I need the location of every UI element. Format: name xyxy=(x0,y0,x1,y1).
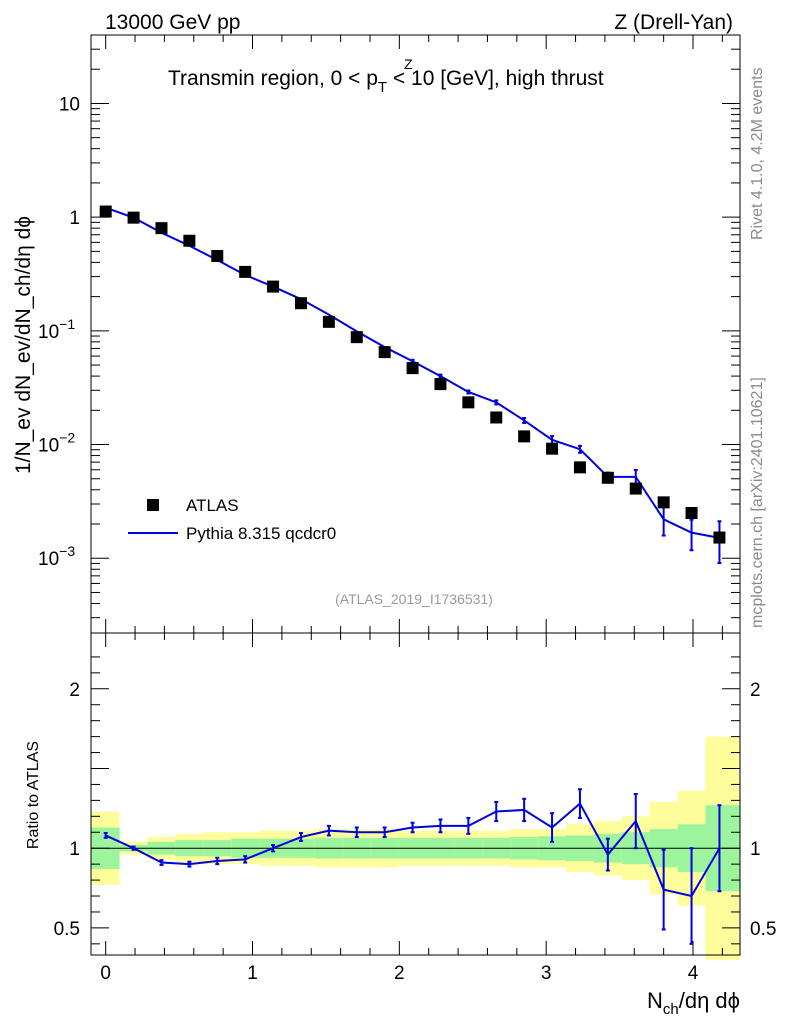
x-tick-label-2: 2 xyxy=(394,963,405,984)
tick-labels: 0 1 2 3 4 10 1 10−1 10−2 10−3 2 2 1 1 0.5 0.5 xyxy=(38,94,776,984)
atlas-point-11 xyxy=(406,362,419,375)
ratio-tick-label-right-1: 1 xyxy=(750,839,761,860)
ratio-axis-label: Ratio to ATLAS xyxy=(25,741,42,849)
ratio-tick-label-right-2: 2 xyxy=(750,680,761,701)
atlas-point-12 xyxy=(434,378,447,391)
atlas-point-9 xyxy=(350,331,363,344)
atlas-series xyxy=(99,205,726,544)
atlas-point-17 xyxy=(573,461,586,474)
atlas-point-1 xyxy=(127,211,140,224)
atlas-point-2 xyxy=(155,222,168,235)
atlas-point-8 xyxy=(322,315,335,328)
y-tick-label-0.01: 10−2 xyxy=(38,430,75,457)
atlas-point-6 xyxy=(267,280,280,293)
legend-mc-label: Pythia 8.315 qcdcr0 xyxy=(186,524,336,543)
atlas-point-13 xyxy=(462,396,475,409)
atlas-point-0 xyxy=(99,205,112,218)
analysis-id: (ATLAS_2019_I1736531) xyxy=(335,591,493,607)
y-tick-label-0.1: 10−1 xyxy=(38,316,75,343)
x-axis-label: Nch/dη dϕ xyxy=(647,988,740,1018)
title-superscript: Z xyxy=(404,56,413,72)
rivet-label: Rivet 4.1.0, 4.2M events xyxy=(749,67,766,240)
header-left: 13000 GeV pp xyxy=(105,11,240,34)
y-tick-label-1: 1 xyxy=(69,208,80,229)
ratio-tick-label-right-0.5: 0.5 xyxy=(750,919,776,940)
mcplots-label: mcplots.cern.ch [arXiv:2401.10621] xyxy=(749,377,766,628)
atlas-point-4 xyxy=(211,250,224,263)
y-tick-label-10: 10 xyxy=(59,94,80,115)
x-tick-label-4: 4 xyxy=(688,963,699,984)
axes-frames xyxy=(90,34,741,956)
atlas-point-19 xyxy=(629,482,642,495)
atlas-point-21 xyxy=(685,506,698,519)
atlas-point-5 xyxy=(239,265,252,278)
legend-atlas-marker xyxy=(147,499,159,511)
atlas-point-16 xyxy=(546,442,559,455)
ratio-plot-frame xyxy=(90,632,741,956)
atlas-point-22 xyxy=(713,531,726,544)
x-tick-label-3: 3 xyxy=(541,963,552,984)
plot-title: Transmin region, 0 < pT < 10 [GeV], high… xyxy=(168,67,604,96)
atlas-point-14 xyxy=(490,411,503,424)
x-tick-label-1: 1 xyxy=(247,963,258,984)
ratio-tick-label-left-0.5: 0.5 xyxy=(54,919,80,940)
header-right: Z (Drell-Yan) xyxy=(614,11,733,34)
y-axis-label: 1/N_ev dN_ev/dN_ch/dη dϕ xyxy=(12,216,35,474)
main-plot-frame xyxy=(90,34,741,634)
atlas-point-15 xyxy=(518,430,531,443)
atlas-point-7 xyxy=(294,297,307,310)
legend-atlas-label: ATLAS xyxy=(186,496,239,515)
atlas-point-3 xyxy=(183,234,196,247)
legend: ATLAS Pythia 8.315 qcdcr0 xyxy=(128,496,336,543)
atlas-point-18 xyxy=(601,471,614,484)
atlas-point-20 xyxy=(657,496,670,509)
x-tick-label-0: 0 xyxy=(100,963,111,984)
atlas-point-10 xyxy=(378,346,391,359)
ratio-tick-label-left-1: 1 xyxy=(69,839,80,860)
y-tick-label-0.001: 10−3 xyxy=(38,543,75,570)
ratio-tick-label-left-2: 2 xyxy=(69,680,80,701)
